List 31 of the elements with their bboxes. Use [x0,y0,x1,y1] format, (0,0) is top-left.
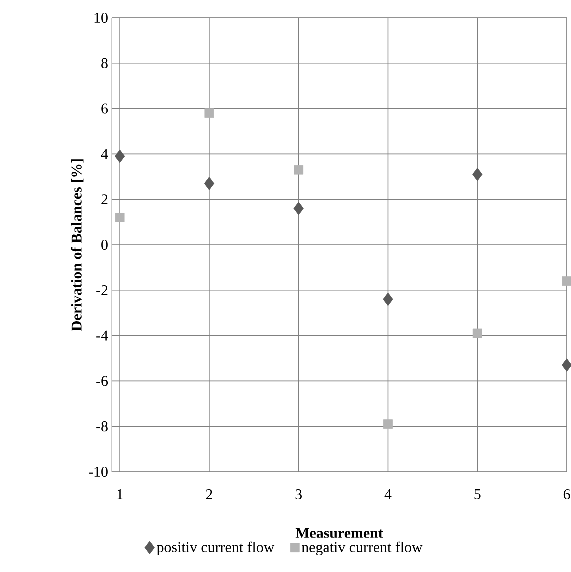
x-tick-label: 2 [206,490,212,500]
point [472,328,482,338]
point [383,292,394,306]
point [294,202,304,216]
y-tick-label: -4 [96,330,108,341]
legend-label: positiv current flow [157,542,275,556]
x-axis-title: Measurement [296,528,384,538]
y-tick-label: -8 [96,422,108,432]
y-tick-label: -10 [89,466,108,478]
point [204,177,215,190]
y-tick-label: 2 [102,194,108,205]
point [472,168,483,182]
y-axis-title: Derivation of Balances [%] [71,160,84,332]
x-tick-label: 6 [564,490,570,500]
y-tick-label: 4 [101,149,108,160]
x-tick-label: 5 [474,490,481,500]
y-tick-label: 8 [102,58,108,68]
point [114,150,126,164]
y-tick-label: 6 [102,104,108,114]
x-tick-label: 4 [384,490,392,500]
y-tick-label: -6 [96,376,108,386]
point [115,213,125,222]
point [204,108,214,118]
x-tick-label: 3 [296,490,302,500]
y-tick-label: 10 [94,12,108,24]
x-tick-label: 1 [118,490,123,500]
point [294,165,304,175]
y-tick-label: -2 [96,285,108,296]
legend-label: negativ current flow [302,542,423,556]
point [384,420,393,430]
y-tick-label: 0 [102,240,108,250]
